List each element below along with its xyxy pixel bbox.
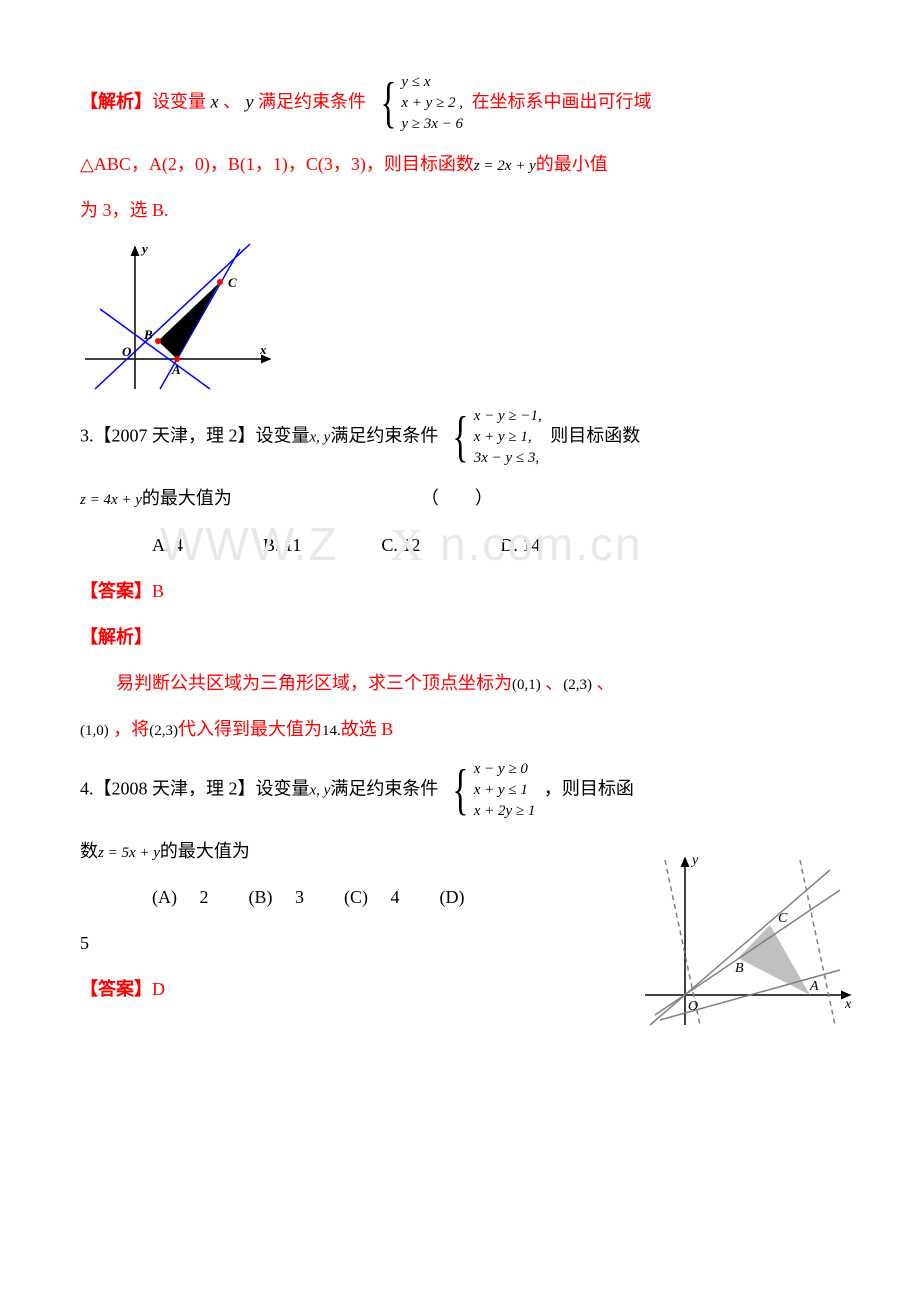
- constraint-line: x + y ≤ 1: [474, 780, 536, 801]
- text-line: 为 3，选 B.: [80, 193, 840, 227]
- label-B: B: [735, 961, 744, 976]
- text: 故选 B: [341, 719, 394, 739]
- constraint-line: x + y ≥ 2 ,: [401, 93, 463, 114]
- var: x, y: [310, 430, 331, 446]
- label-O: O: [122, 344, 132, 359]
- text: 易判断公共区域为三角形区域，求三个顶点坐标为: [116, 673, 512, 693]
- q3-head: 3.【2007 天津，理 2】设变量: [80, 426, 310, 446]
- constraint-line: x + 2y ≥ 1: [474, 801, 536, 822]
- q4-head: 4.【2008 天津，理 2】设变量: [80, 778, 310, 798]
- text: 满足约束条件: [258, 92, 366, 112]
- constraint-system: { y ≤ x x + y ≥ 2 , y ≥ 3x − 6: [375, 72, 464, 135]
- q3-solution-line: (1,0) ，将(2,3)代入得到最大值为14.故选 B: [80, 712, 840, 746]
- text: 设变量: [152, 92, 206, 112]
- label-y: y: [690, 853, 699, 868]
- text: 数: [80, 841, 98, 861]
- point: (1,0): [80, 723, 109, 739]
- solution-label: 【解析】: [80, 620, 840, 654]
- constraint-line: y ≤ x: [401, 72, 463, 93]
- text: 、: [541, 673, 564, 693]
- answer-value: D: [152, 979, 165, 999]
- text: ，则目标函: [544, 778, 634, 798]
- left-brace: {: [452, 415, 468, 460]
- watermark: X: [390, 501, 425, 588]
- opt-d: (D): [440, 880, 465, 914]
- opt-a: (A) 2: [152, 880, 209, 914]
- label-y: y: [140, 241, 148, 256]
- z-expr: z = 5x + y: [98, 845, 160, 861]
- answer-label: 【答案】: [80, 979, 152, 999]
- opt-c: (C) 4: [344, 880, 400, 914]
- text: 满足约束条件: [330, 426, 438, 446]
- constraint-system: { x − y ≥ −1, x + y ≥ 1, 3x − y ≤ 3,: [447, 406, 542, 469]
- label-A: A: [809, 979, 819, 994]
- analysis-label: 【解析】: [80, 92, 152, 112]
- text: 的最小值: [536, 154, 608, 174]
- label-x: x: [259, 342, 267, 357]
- text-line: △ABC，A(2，0)，B(1，1)，C(3，3)，则目标函数z = 2x + …: [80, 147, 840, 181]
- watermark: n.com.cn: [440, 501, 643, 588]
- q4-figure: O A B C x y: [640, 850, 860, 1030]
- point: (2,3): [149, 723, 178, 739]
- var-y: y: [241, 92, 258, 112]
- opt-b: (B) 3: [249, 880, 305, 914]
- constraint-line: 3x − y ≤ 3,: [474, 448, 542, 469]
- var-x: x: [206, 92, 223, 112]
- constraint-system: { x − y ≥ 0 x + y ≤ 1 x + 2y ≥ 1: [447, 759, 536, 822]
- text: △ABC，A(2，0)，B(1，1)，C(3，3)，则目标函数: [80, 154, 474, 174]
- left-brace: {: [452, 768, 468, 813]
- q3-solution-line: 易判断公共区域为三角形区域，求三个顶点坐标为(0,1) 、(2,3) 、: [80, 666, 840, 700]
- label-x: x: [844, 997, 852, 1012]
- label-B: B: [143, 327, 153, 342]
- label-C: C: [228, 275, 237, 290]
- watermark: WWW.Z: [160, 501, 339, 588]
- text: 代入得到最大值为: [178, 719, 322, 739]
- z-expr: z = 4x + y: [80, 492, 142, 508]
- constraint-line: x − y ≥ −1,: [474, 406, 542, 427]
- max-value: 14.: [322, 723, 341, 739]
- text: 的最大值为: [160, 841, 250, 861]
- text: 在坐标系中画出可行域: [472, 92, 652, 112]
- text: 、: [592, 673, 615, 693]
- label-A: A: [171, 362, 181, 377]
- var: x, y: [310, 782, 331, 798]
- analysis-block: 【解析】设变量 x 、 y 满足约束条件 { y ≤ x x + y ≥ 2 ,…: [80, 72, 840, 135]
- label-O: O: [688, 999, 698, 1014]
- constraint-line: y ≥ 3x − 6: [401, 114, 463, 135]
- left-brace: {: [380, 81, 396, 126]
- point: (0,1): [512, 677, 541, 693]
- z-expr: z = 2x + y: [474, 158, 536, 174]
- text: 则目标函数: [550, 426, 640, 446]
- point: (2,3): [563, 677, 592, 693]
- feasible-region-figure: O A B C x y: [80, 239, 840, 394]
- label-C: C: [778, 911, 788, 926]
- q3-stem: 3.【2007 天津，理 2】设变量x, y满足约束条件 { x − y ≥ −…: [80, 406, 840, 469]
- answer-label: 【答案】: [80, 581, 152, 601]
- q4-stem: 4.【2008 天津，理 2】设变量x, y满足约束条件 { x − y ≥ 0…: [80, 759, 840, 822]
- text: 满足约束条件: [330, 778, 438, 798]
- text: ，将: [109, 719, 150, 739]
- constraint-line: x + y ≥ 1,: [474, 427, 542, 448]
- constraint-line: x − y ≥ 0: [474, 759, 536, 780]
- text: 、: [223, 92, 241, 112]
